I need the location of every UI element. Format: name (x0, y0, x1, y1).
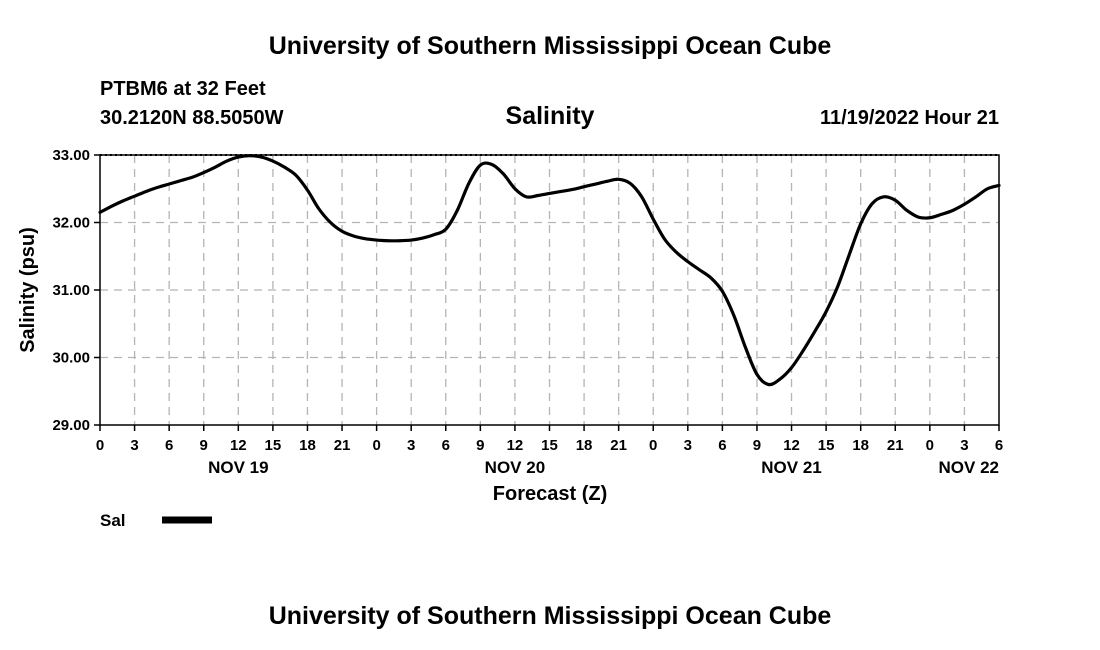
y-tick-label: 33.00 (52, 147, 90, 164)
x-tick-labels: 0 3 6 9 12 15 18 21 0 3 6 9 12 15 18 21 0 3 6 9 12 15 18 21 0 3 6 (96, 437, 1003, 454)
x-tick-label: 0 (649, 437, 657, 454)
x-tick-label: 9 (753, 437, 761, 454)
axis-ticks (94, 154, 1000, 431)
y-tick-labels: 29.00 30.00 31.00 32.00 33.00 (52, 147, 90, 434)
x-tick-label: 0 (926, 437, 934, 454)
x-tick-label: 15 (265, 437, 282, 454)
x-tick-label: 18 (299, 437, 316, 454)
x-tick-label: 18 (576, 437, 593, 454)
x-tick-label: 6 (718, 437, 726, 454)
date-label: NOV 19 (208, 458, 268, 477)
y-tick-label: 32.00 (52, 215, 90, 232)
x-tick-label: 6 (442, 437, 450, 454)
station-label: PTBM6 at 32 Feet (100, 78, 266, 100)
x-tick-label: 21 (610, 437, 627, 454)
x-tick-label: 21 (887, 437, 904, 454)
x-axis-title: Forecast (Z) (493, 483, 607, 505)
x-tick-label: 12 (507, 437, 524, 454)
x-tick-label: 6 (165, 437, 173, 454)
x-tick-label: 3 (960, 437, 968, 454)
date-label: NOV 21 (761, 458, 821, 477)
x-tick-label: 15 (541, 437, 558, 454)
date-labels: NOV 19 NOV 20 NOV 21 NOV 22 (208, 458, 999, 477)
date-label: NOV 20 (485, 458, 545, 477)
y-tick-label: 29.00 (52, 417, 90, 434)
x-tick-label: 3 (684, 437, 692, 454)
x-tick-label: 0 (372, 437, 380, 454)
x-tick-label: 12 (783, 437, 800, 454)
page-title: University of Southern Mississippi Ocean… (269, 32, 832, 60)
footer-title: University of Southern Mississippi Ocean… (269, 602, 832, 630)
y-tick-label: 31.00 (52, 282, 90, 299)
y-tick-label: 30.00 (52, 350, 90, 367)
station-coordinates: 30.2120N 88.5050W (100, 107, 284, 129)
x-tick-label: 0 (96, 437, 104, 454)
x-tick-label: 15 (818, 437, 835, 454)
grid-lines (100, 155, 999, 425)
x-tick-label: 9 (476, 437, 484, 454)
y-axis-title: Salinity (psu) (17, 227, 39, 353)
x-tick-label: 18 (852, 437, 869, 454)
forecast-datetime: 11/19/2022 Hour 21 (820, 107, 999, 129)
series-line-sal (98, 154, 1001, 387)
x-tick-label: 9 (200, 437, 208, 454)
x-tick-label: 21 (334, 437, 351, 454)
x-tick-label: 3 (130, 437, 138, 454)
x-tick-label: 12 (230, 437, 247, 454)
legend-label-sal: Sal (100, 511, 126, 530)
date-label: NOV 22 (939, 458, 999, 477)
x-tick-label: 3 (407, 437, 415, 454)
x-tick-label: 6 (995, 437, 1003, 454)
chart-title: Salinity (506, 102, 595, 130)
